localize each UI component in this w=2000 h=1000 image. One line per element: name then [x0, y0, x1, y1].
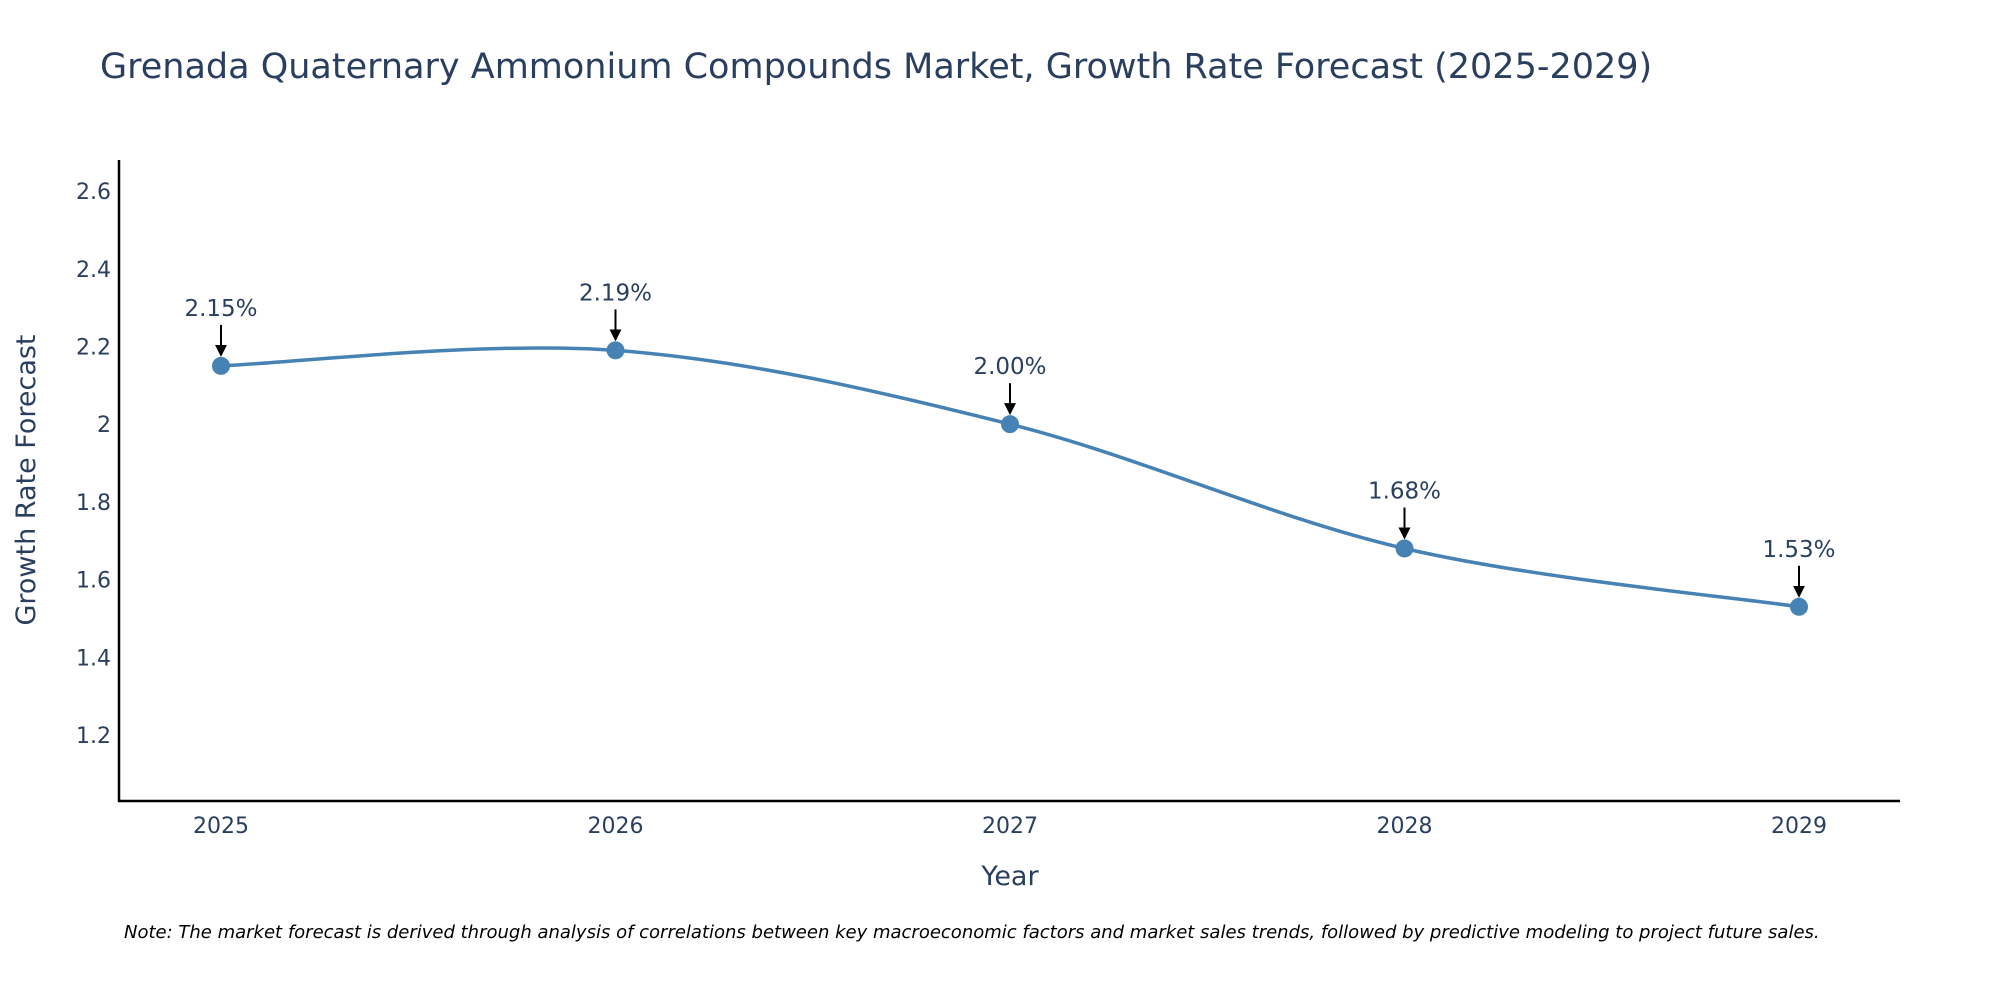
x-tick-label: 2027: [982, 814, 1038, 839]
data-label: 1.68%: [1368, 478, 1441, 504]
y-axis-title: Growth Rate Forecast: [11, 334, 42, 625]
data-point: [606, 341, 625, 360]
data-point: [1001, 415, 1019, 434]
y-tick-label: 2: [97, 413, 111, 438]
data-label: 2.19%: [579, 280, 652, 306]
y-tick-label: 1.2: [76, 724, 111, 749]
y-tick-label: 1.6: [76, 569, 111, 594]
x-axis-title: Year: [980, 861, 1039, 892]
y-tick-label: 1.8: [76, 491, 111, 516]
x-tick-label: 2029: [1771, 814, 1827, 839]
y-tick-label: 2.6: [76, 180, 111, 205]
chart-title: Grenada Quaternary Ammonium Compounds Ma…: [100, 47, 1652, 87]
y-tick-label: 1.4: [76, 646, 111, 671]
data-label: 2.00%: [973, 354, 1046, 380]
x-tick-label: 2028: [1377, 814, 1433, 839]
y-tick-label: 2.2: [76, 335, 111, 360]
x-axis-ticks: 2025 2026 2027 2028 2029: [193, 814, 1827, 839]
footnote: Note: The market forecast is derived thr…: [124, 922, 1820, 943]
x-tick-label: 2026: [588, 814, 644, 839]
data-point: [212, 356, 230, 375]
y-tick-label: 2.4: [76, 258, 111, 283]
data-annotations: 2.15% 2.19% 2.00% 1.68% 1.53%: [184, 280, 1836, 598]
data-label: 2.15%: [184, 296, 257, 322]
data-point: [1395, 539, 1414, 558]
y-axis-ticks: 1.2 1.4 1.6 1.8 2 2.2 2.4 2.6: [76, 180, 111, 749]
x-tick-label: 2025: [193, 814, 249, 839]
data-markers: [212, 341, 1808, 616]
data-label: 1.53%: [1762, 537, 1835, 563]
data-point: [1790, 597, 1808, 616]
